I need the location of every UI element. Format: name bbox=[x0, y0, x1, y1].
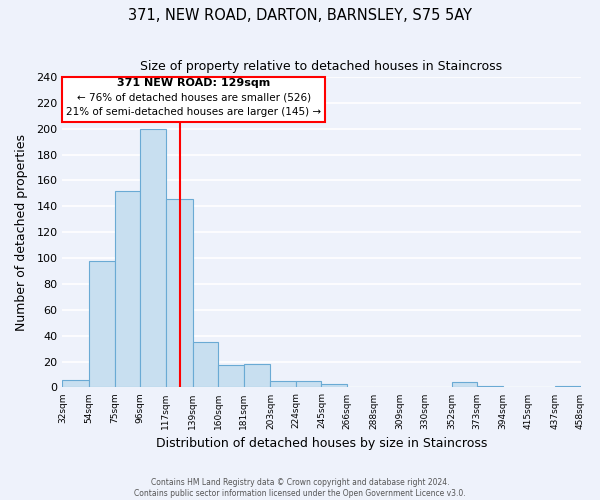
Bar bbox=[555, 386, 581, 388]
Bar bbox=[322, 384, 347, 388]
Bar bbox=[296, 381, 322, 388]
Bar bbox=[271, 381, 296, 388]
Bar bbox=[140, 128, 166, 388]
Text: ← 76% of detached houses are smaller (526): ← 76% of detached houses are smaller (52… bbox=[77, 92, 311, 102]
Y-axis label: Number of detached properties: Number of detached properties bbox=[15, 134, 28, 330]
Bar bbox=[115, 191, 140, 388]
Title: Size of property relative to detached houses in Staincross: Size of property relative to detached ho… bbox=[140, 60, 503, 73]
Bar bbox=[166, 198, 193, 388]
Text: Contains HM Land Registry data © Crown copyright and database right 2024.
Contai: Contains HM Land Registry data © Crown c… bbox=[134, 478, 466, 498]
Bar bbox=[477, 386, 503, 388]
X-axis label: Distribution of detached houses by size in Staincross: Distribution of detached houses by size … bbox=[156, 437, 487, 450]
Text: 21% of semi-detached houses are larger (145) →: 21% of semi-detached houses are larger (… bbox=[66, 107, 322, 117]
Bar bbox=[62, 380, 89, 388]
FancyBboxPatch shape bbox=[62, 77, 325, 122]
Bar bbox=[244, 364, 271, 388]
Bar bbox=[218, 366, 244, 388]
Bar bbox=[452, 382, 477, 388]
Bar bbox=[193, 342, 218, 388]
Text: 371, NEW ROAD, DARTON, BARNSLEY, S75 5AY: 371, NEW ROAD, DARTON, BARNSLEY, S75 5AY bbox=[128, 8, 472, 22]
Text: 371 NEW ROAD: 129sqm: 371 NEW ROAD: 129sqm bbox=[117, 78, 271, 88]
Bar bbox=[89, 260, 115, 388]
